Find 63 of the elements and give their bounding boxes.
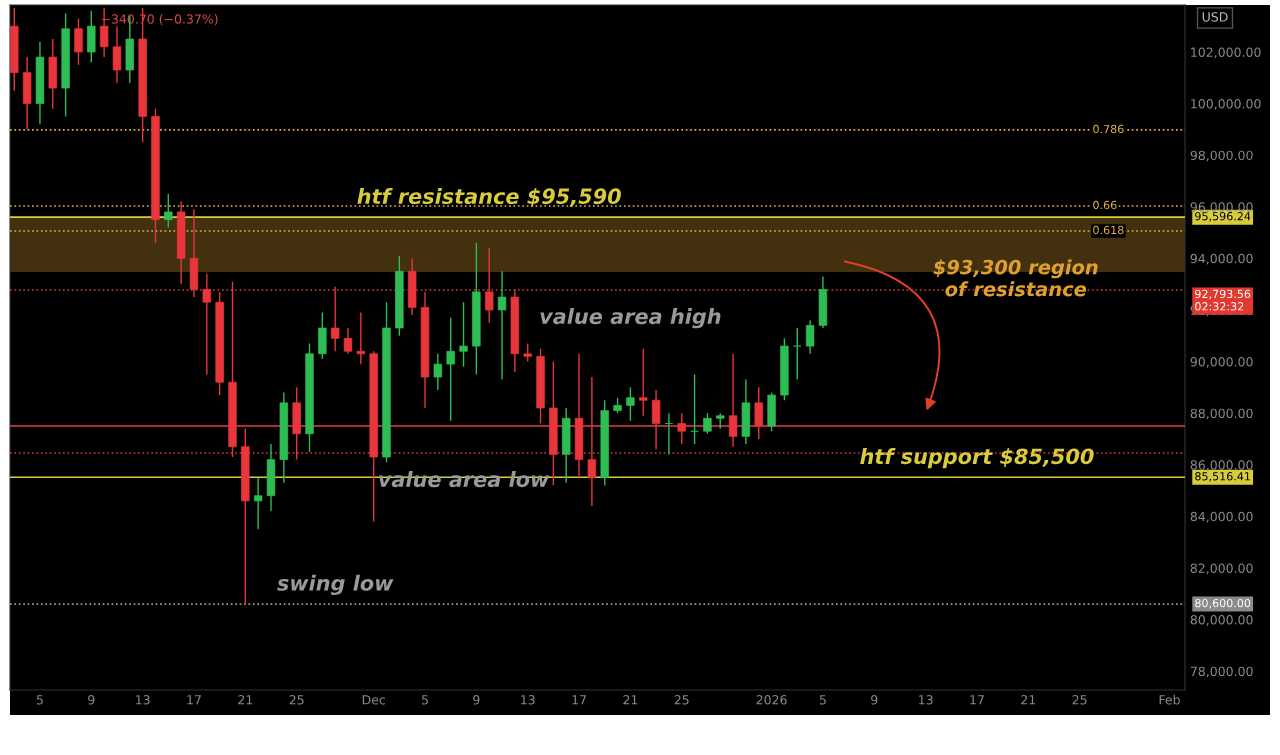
x-tick-label: 17 — [187, 695, 201, 705]
candlestick — [164, 193, 173, 229]
y-tick-label: 90,000.00 — [1190, 357, 1253, 368]
x-tick-label: 21 — [1021, 695, 1036, 705]
x-tick-label: 17 — [572, 695, 586, 705]
x-tick-label: 25 — [674, 695, 689, 705]
annotation: 0.618 — [1093, 225, 1124, 235]
annotation: htf resistance $95,590 — [357, 187, 621, 207]
x-tick-label: 13 — [919, 695, 933, 705]
y-tick-label: 80,000.00 — [1190, 615, 1253, 626]
x-tick-label: 9 — [871, 695, 878, 705]
y-tick-label: 102,000.00 — [1191, 47, 1261, 59]
candlestick — [74, 17, 83, 66]
band-label: $93,300 region of resistance — [933, 259, 1098, 297]
candlestick — [497, 270, 507, 381]
y-tick-label: 82,000.00 — [1190, 563, 1253, 575]
x-tick-label: 21 — [623, 695, 638, 705]
ref-line-label: 95,596.24 — [1195, 212, 1251, 222]
candlestick — [626, 386, 635, 422]
candlestick — [202, 273, 212, 376]
ref-line-label: 85,516.41 — [1195, 472, 1250, 482]
x-tick-label: 2026 — [756, 695, 787, 705]
text: USD — [1202, 12, 1228, 22]
annotation: swing low — [277, 574, 394, 596]
candlestick — [485, 247, 494, 324]
annotation: 0.786 — [1093, 124, 1124, 134]
annotation: htf support $85,500 — [860, 448, 1094, 469]
x-tick-label: 9 — [473, 695, 480, 705]
y-tick-label: 86,000.00 — [1190, 460, 1253, 471]
annotation: 0.66 — [1093, 200, 1117, 210]
candlestick — [703, 412, 712, 435]
x-tick-label: 13 — [521, 695, 535, 705]
x-tick-label: 25 — [1072, 695, 1087, 705]
x-tick-label: 9 — [88, 695, 95, 705]
candlestick — [523, 342, 532, 363]
y-tick-label: 100,000.00 — [1191, 99, 1261, 110]
candlestick — [459, 301, 468, 368]
candlestick — [446, 317, 455, 422]
annotation: value area high — [540, 308, 721, 329]
candlestick — [112, 25, 122, 84]
y-tick-label: 88,000.00 — [1190, 408, 1253, 420]
candlestick — [433, 353, 443, 391]
candlestick — [805, 319, 815, 355]
y-tick-label: 98,000.00 — [1190, 150, 1253, 162]
x-tick-label: Dec — [362, 695, 385, 705]
x-tick-label: 13 — [136, 695, 150, 705]
candlestick — [356, 311, 366, 365]
x-tick-label: Feb — [1159, 694, 1180, 705]
x-tick-label: 25 — [289, 695, 304, 705]
candlestick — [253, 476, 263, 530]
ref-line-label: 80,600.00 — [1195, 598, 1251, 609]
y-tick-label: 94,000.00 — [1190, 253, 1253, 265]
x-tick-label: 5 — [819, 695, 826, 705]
candlestick — [330, 286, 340, 352]
candlestick — [793, 327, 802, 381]
x-tick-label: 5 — [36, 695, 43, 705]
y-tick-label: 78,000.00 — [1190, 666, 1253, 678]
candlestick — [343, 327, 353, 355]
x-tick-label: 17 — [970, 695, 984, 705]
x-tick-label: 21 — [238, 695, 253, 705]
x-tick-label: 5 — [422, 695, 428, 705]
y-tick-label: 84,000.00 — [1190, 511, 1253, 523]
candlestick — [639, 347, 648, 417]
